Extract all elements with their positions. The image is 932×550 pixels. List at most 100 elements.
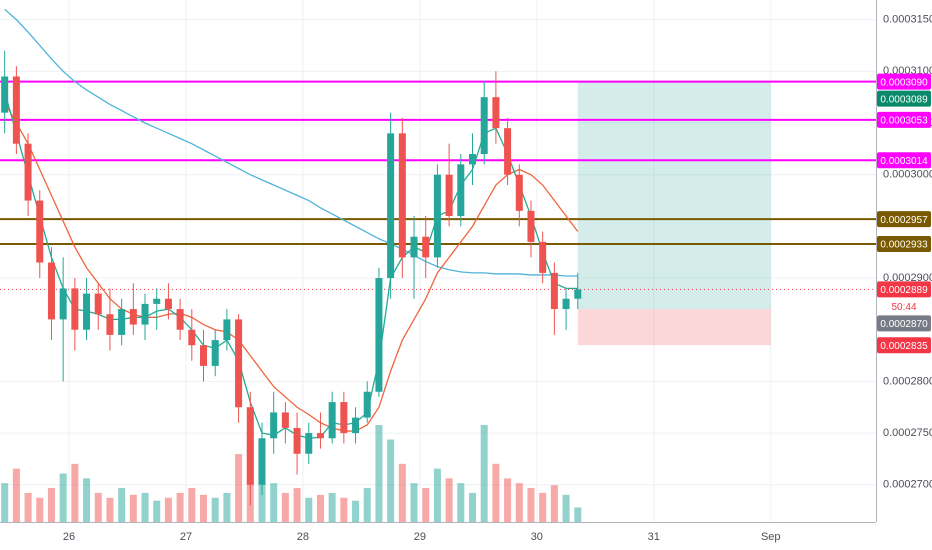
candle-body xyxy=(445,174,453,217)
volume-bar xyxy=(527,488,535,522)
price-tag xyxy=(877,152,931,169)
price-tag xyxy=(877,281,931,298)
indicator-line xyxy=(4,102,579,432)
volume-bar xyxy=(164,497,172,522)
y-tick-label: 0.0003150 xyxy=(883,14,932,26)
candle-body xyxy=(281,412,289,428)
volume-bar xyxy=(492,463,500,522)
volume-bar xyxy=(562,494,570,522)
candle-body xyxy=(387,133,395,279)
candle-body xyxy=(24,143,32,201)
candle-body xyxy=(258,438,266,485)
volume-bar xyxy=(270,483,278,522)
x-tick-label: 29 xyxy=(414,531,426,543)
candle-body xyxy=(188,329,196,346)
volume-bar xyxy=(293,488,301,522)
volume-bar xyxy=(515,483,523,522)
candle-body xyxy=(71,288,79,330)
price-tag xyxy=(877,73,931,90)
plot-area xyxy=(0,8,876,522)
volume-bar xyxy=(199,494,208,522)
volume-bar xyxy=(141,492,149,522)
price-tag-label: 0.0002957 xyxy=(880,215,928,226)
candle-body xyxy=(141,303,149,325)
candle-body xyxy=(363,391,371,418)
volume-bar xyxy=(24,492,32,522)
candle-body xyxy=(164,298,172,310)
candle-body xyxy=(199,345,208,366)
volume-bar xyxy=(504,478,512,522)
candle-body xyxy=(94,293,102,315)
volume-bar xyxy=(211,497,219,522)
price-tag-label: 0.0003089 xyxy=(880,94,928,105)
volume-bar xyxy=(235,454,243,522)
candle-body xyxy=(1,76,9,113)
candle-body xyxy=(83,293,91,330)
candle-body xyxy=(129,309,137,325)
candle-body xyxy=(422,236,430,258)
y-tick-label: 0.0002700 xyxy=(883,479,932,491)
price-tag-label: 0.0003014 xyxy=(880,156,928,167)
volume-bar xyxy=(281,492,289,522)
x-tick-label: 28 xyxy=(297,531,309,543)
candle-body xyxy=(340,402,348,434)
volume-bar xyxy=(410,483,418,522)
candle-body xyxy=(398,133,406,258)
stop-zone xyxy=(577,309,771,346)
volume-bar xyxy=(433,468,441,522)
candle-body xyxy=(492,97,500,129)
axes: 26 27 28 29 30 31 Sep0.00031500.00031000.00030… xyxy=(63,14,932,543)
target-zone xyxy=(577,81,771,310)
y-tick-label: 0.0003000 xyxy=(883,169,932,181)
candle-body xyxy=(12,76,20,144)
volume-bar xyxy=(480,425,488,522)
candle-body xyxy=(515,174,523,211)
volume-bar xyxy=(457,483,465,522)
candle-body xyxy=(410,236,418,258)
candle-body xyxy=(352,417,360,434)
volume-bar xyxy=(328,492,336,522)
volume-bar xyxy=(36,497,44,522)
volume-bar xyxy=(387,439,395,522)
volume-bar xyxy=(223,492,231,522)
volume-bar xyxy=(94,492,102,522)
volume-bar xyxy=(153,500,161,522)
y-tick-label: 0.0002800 xyxy=(883,375,932,387)
candle-body xyxy=(176,309,184,330)
indicator-line xyxy=(4,91,578,439)
candle-body xyxy=(550,272,558,310)
price-tag xyxy=(877,235,931,252)
volume-bar xyxy=(305,497,313,522)
candle-body xyxy=(293,427,301,454)
candle-body xyxy=(457,164,465,217)
volume-bar xyxy=(375,425,383,522)
candle-body xyxy=(375,278,383,392)
candle-body xyxy=(480,97,488,155)
grid xyxy=(0,0,876,522)
candle-body xyxy=(47,262,55,320)
volume-bar xyxy=(340,497,348,522)
y-tick-label: 0.0002900 xyxy=(883,272,932,284)
volume-bar xyxy=(118,488,126,522)
x-tick-label: 27 xyxy=(180,531,192,543)
candle-body xyxy=(328,402,336,439)
candle-body xyxy=(211,340,219,366)
x-tick-label: 31 xyxy=(648,531,660,543)
candle-body xyxy=(36,200,44,263)
price-tag xyxy=(877,211,931,228)
x-tick-label: Sep xyxy=(761,531,781,543)
volume-bar xyxy=(363,488,371,522)
candle-body xyxy=(468,154,477,165)
volume-bar xyxy=(352,500,360,522)
price-tag xyxy=(877,111,931,128)
volume-bar xyxy=(468,492,477,522)
candle-body xyxy=(235,319,243,408)
volume-bar xyxy=(1,483,9,522)
volume-bar xyxy=(47,488,55,522)
volume-bar xyxy=(550,485,558,522)
candle-body xyxy=(539,241,547,273)
candle-body xyxy=(433,174,441,258)
price-tag-label: 0.0002889 xyxy=(880,285,928,296)
price-tag-label: 0.0002933 xyxy=(880,240,928,251)
candle-body xyxy=(305,433,313,454)
